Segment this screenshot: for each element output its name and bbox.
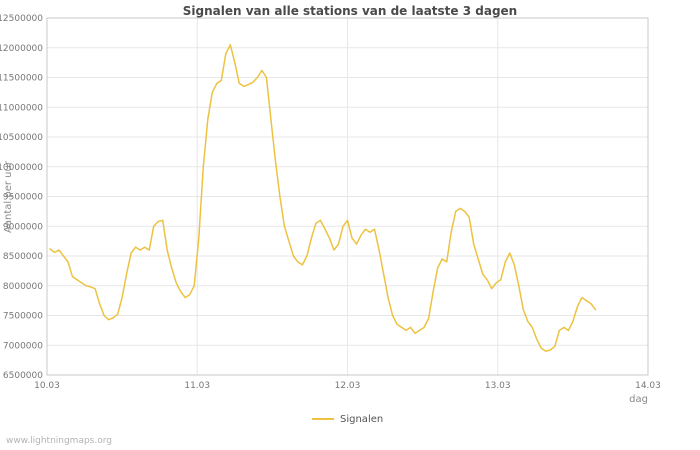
- y-axis-label: Aantal per uur: [3, 160, 14, 233]
- y-tick-label: 8000000: [3, 282, 43, 292]
- y-tick-label: 8500000: [3, 252, 43, 262]
- legend-label: Signalen: [340, 414, 383, 425]
- legend: Signalen: [312, 414, 383, 425]
- x-tick-label: 13.03: [485, 381, 511, 391]
- watermark: www.lightningmaps.org: [6, 436, 112, 446]
- series-layer: [49, 44, 597, 352]
- tick-labels: 6500000 7000000 7500000 8000000 8500000 90000…: [0, 14, 661, 391]
- y-tick-label: 9000000: [3, 222, 43, 232]
- x-tick-label: 10.03: [34, 381, 60, 391]
- y-tick-label: 6500000: [3, 371, 43, 381]
- y-tick-label: 10500000: [0, 133, 43, 143]
- series-line-signalen: [49, 44, 597, 352]
- chart-title: Signalen van alle stations van de laatst…: [183, 4, 517, 18]
- y-tick-label: 12500000: [0, 14, 43, 24]
- plot-border: [46, 17, 649, 376]
- y-tick-label: 9500000: [3, 193, 43, 203]
- x-axis-label: dag: [629, 394, 648, 405]
- y-tick-label: 12000000: [0, 44, 43, 54]
- grid-layer: [46, 17, 649, 376]
- x-tick-label: 11.03: [184, 381, 210, 391]
- x-tick-label: 12.03: [335, 381, 361, 391]
- y-tick-label: 11000000: [0, 103, 43, 113]
- y-tick-label: 10000000: [0, 163, 43, 173]
- y-tick-label: 11500000: [0, 74, 43, 84]
- y-tick-label: 7500000: [3, 312, 43, 322]
- y-tick-label: 7000000: [3, 341, 43, 351]
- x-tick-label: 14.03: [635, 381, 661, 391]
